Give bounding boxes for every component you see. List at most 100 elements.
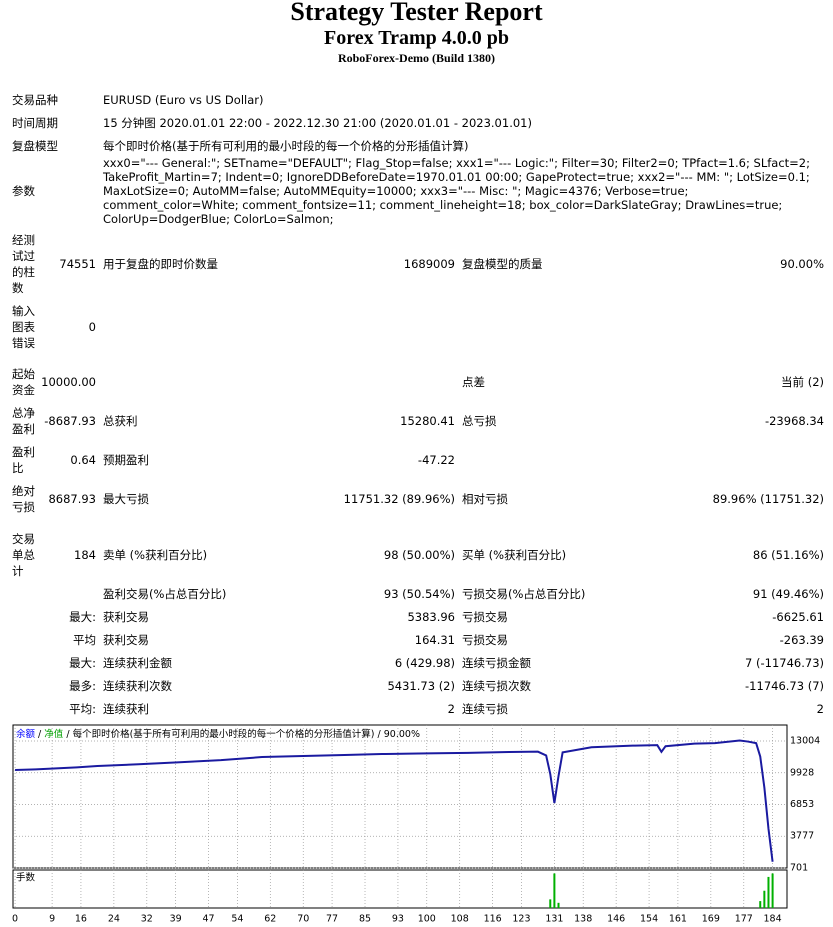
stat-label: 绝对亏损 [12, 484, 35, 514]
x-tick-label: 70 [297, 914, 309, 925]
stat-value: 93 (50.54%) [383, 587, 455, 601]
x-tick-label: 131 [545, 914, 563, 925]
volume-title: 手数 [16, 872, 36, 884]
info-label: 复盘模型 [12, 139, 58, 153]
info-label: 参数 [12, 184, 35, 198]
server: RoboForex-Demo (Build 1380) [337, 51, 496, 65]
stat-value: -23968.34 [764, 414, 824, 428]
info-value: EURUSD (Euro vs US Dollar) [103, 93, 264, 107]
stat-label: 卖单 (%获利百分比) [103, 548, 208, 562]
info-value: 每个即时价格(基于所有可利用的最小时段的每一个价格的分形插值计算) [103, 139, 469, 153]
x-tick-label: 62 [264, 914, 276, 925]
stat-value: 平均: [69, 702, 96, 716]
stat-value: -6625.61 [772, 610, 824, 624]
legend-equity: 净值 [44, 728, 64, 740]
stat-value: 98 (50.00%) [383, 548, 455, 562]
x-tick-label: 93 [392, 914, 404, 925]
stat-label: 亏损交易 [462, 610, 508, 624]
stat-value: 最大: [69, 656, 96, 670]
x-tick-label: 85 [359, 914, 371, 925]
info-row: 参数 xxx0="--- General:"; SETname="DEFAULT"… [0, 156, 833, 226]
stat-label: 相对亏损 [462, 492, 508, 506]
stat-label: 亏损交易(%占总百分比) [462, 587, 586, 601]
x-tick-label: 16 [75, 914, 87, 925]
stat-value: 6 (429.98) [394, 656, 455, 670]
stat-value: 1689009 [403, 257, 455, 271]
stat-label: 预期盈利 [103, 453, 149, 467]
x-tick-label: 154 [640, 914, 658, 925]
stats-row: 最大: 获利交易 5383.96 亏损交易 -6625.61 [0, 608, 833, 626]
legend-separator: / [38, 729, 42, 740]
stat-label: 获利交易 [103, 610, 149, 624]
x-tick-label: 146 [607, 914, 625, 925]
stat-label: 盈利比 [12, 445, 35, 475]
stat-label: 买单 (%获利百分比) [462, 548, 567, 562]
stat-value: 86 (51.16%) [752, 548, 824, 562]
stats-row: 平均: 连续获利 2 连续亏损 2 [0, 700, 833, 718]
stats-row: 绝对亏损 8687.93 最大亏损 11751.32 (89.96%) 相对亏损 89.9… [0, 483, 833, 515]
stat-value: 5431.73 (2) [387, 679, 455, 693]
x-tick-label: 32 [141, 914, 153, 925]
stat-label: 最大亏损 [103, 492, 149, 506]
report-subtitle: Forex Tramp 4.0.0 pb [323, 27, 509, 49]
stat-value: 5383.96 [407, 610, 455, 624]
stat-value: 平均 [73, 633, 96, 647]
stat-value: 最大: [69, 610, 96, 624]
stat-value: -47.22 [417, 453, 455, 467]
stat-label: 起始资金 [12, 367, 35, 397]
stats-row: 盈利交易(%占总百分比) 93 (50.54%) 亏损交易(%占总百分比) 91 (4… [0, 585, 833, 603]
report-title: Strategy Tester Report [290, 0, 543, 26]
stat-label: 总获利 [103, 414, 138, 428]
stat-value: 10000.00 [41, 375, 96, 389]
stat-label: 总净盈利 [12, 406, 35, 436]
stat-label: 亏损交易 [462, 633, 508, 647]
legend-quality: 90.00% [384, 729, 420, 740]
stat-value: 15280.41 [400, 414, 455, 428]
x-tick-label: 169 [702, 914, 720, 925]
stat-value: 0.64 [70, 453, 96, 467]
x-tick-label: 54 [231, 914, 243, 925]
info-row: 复盘模型 每个即时价格(基于所有可利用的最小时段的每一个价格的分形插值计算) [0, 137, 833, 155]
stats-row: 最多: 连续获利次数 5431.73 (2) 连续亏损次数 -11746.73 (7) [0, 677, 833, 695]
info-label: 交易品种 [12, 93, 58, 107]
y-tick-label: 6853 [790, 799, 814, 810]
stats-row: 交易单总计 184 卖单 (%获利百分比) 98 (50.00%) 买单 (%获利百分比… [0, 530, 833, 580]
stat-value: 7 (-11746.73) [745, 656, 824, 670]
stat-value: 89.96% (11751.32) [712, 492, 824, 506]
stat-value: 11751.32 (89.96%) [343, 492, 455, 506]
volume-bar [771, 873, 774, 908]
legend-balance: 余额 [16, 728, 36, 740]
balance-line [15, 739, 774, 862]
x-tick-label: 116 [484, 914, 502, 925]
x-tick-label: 24 [108, 914, 120, 925]
stat-value: 8687.93 [48, 492, 96, 506]
stat-value: -11746.73 (7) [745, 679, 824, 693]
info-value: xxx0="--- General:"; SETname="DEFAULT"; … [103, 156, 810, 226]
stats-row: 经测试过的柱数 74551 用于复盘的即时价数量 1689009 复盘模型的质量 90.0… [0, 230, 833, 298]
volume-bar [763, 890, 766, 908]
stat-value: 184 [74, 548, 96, 562]
legend-separator: / [378, 729, 382, 740]
stat-label: 连续亏损金额 [462, 656, 531, 670]
stat-label: 连续获利金额 [103, 656, 172, 670]
stat-value: 0 [88, 320, 96, 334]
chart: 0 9 16 24 32 39 47 54 62 70 77 85 93 100 108 116 123 131 1… [12, 724, 820, 925]
x-tick-label: 161 [669, 914, 687, 925]
stat-label: 盈利交易(%占总百分比) [103, 587, 227, 601]
stat-label: 连续亏损 [462, 702, 508, 716]
info-value: 15 分钟图 2020.01.01 22:00 - 2022.12.30 21:… [103, 116, 532, 130]
stat-label: 获利交易 [103, 633, 149, 647]
stat-label: 连续获利次数 [103, 679, 172, 693]
stat-label: 用于复盘的即时价数量 [103, 257, 218, 271]
x-tick-label: 47 [203, 914, 215, 925]
volume-bar [557, 902, 560, 908]
stats-row: 盈利比 0.64 预期盈利 -47.22 [0, 444, 833, 476]
info-label: 时间周期 [12, 116, 58, 130]
stat-label: 复盘模型的质量 [462, 257, 543, 271]
volume-bar [767, 876, 770, 908]
stat-label: 总亏损 [462, 414, 497, 428]
stat-label: 连续获利 [103, 702, 149, 716]
stat-label: 交易单总计 [12, 532, 35, 578]
x-tick-label: 9 [49, 914, 55, 925]
stat-label: 经测试过的柱数 [12, 233, 35, 295]
